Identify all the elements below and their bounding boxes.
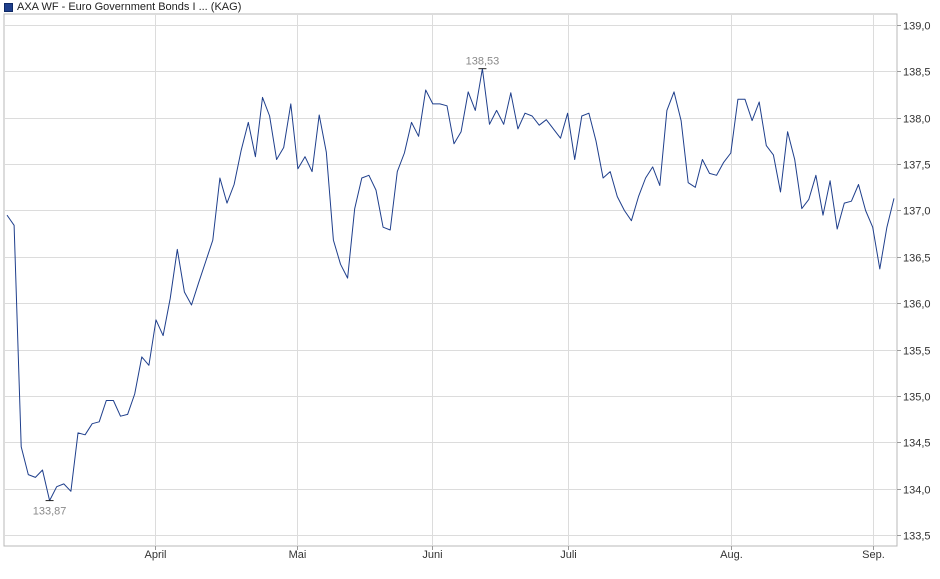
min-label: 133,87 <box>33 506 67 518</box>
y-tick-label: 136,5 <box>903 253 931 265</box>
y-tick-label: 136,0 <box>903 299 931 311</box>
y-tick-label: 137,5 <box>903 160 931 172</box>
x-tick-label: Juli <box>560 549 577 561</box>
y-tick-label: 135,5 <box>903 346 931 358</box>
y-tick-label: 135,0 <box>903 392 931 404</box>
y-tick-label: 138,0 <box>903 114 931 126</box>
legend-swatch <box>4 2 13 12</box>
y-tick-label: 137,0 <box>903 206 931 218</box>
plot-frame <box>3 13 898 547</box>
legend-series-label: AXA WF - Euro Government Bonds I ... (KA… <box>17 1 242 13</box>
y-tick-label: 133,5 <box>903 531 931 543</box>
chart-legend: AXA WF - Euro Government Bonds I ... (KA… <box>4 0 241 14</box>
series-line <box>6 68 895 502</box>
y-tick-label: 139,0 <box>903 21 931 33</box>
x-tick-label: April <box>144 549 166 561</box>
max-label: 138,53 <box>466 56 500 68</box>
y-tick-label: 134,5 <box>903 438 931 450</box>
y-tick-label: 138,5 <box>903 67 931 79</box>
y-tick-label: 134,0 <box>903 485 931 497</box>
x-tick-label: Mai <box>289 549 307 561</box>
x-tick-label: Sep. <box>862 549 885 561</box>
x-tick-label: Juni <box>422 549 442 561</box>
x-tick-label: Aug. <box>720 549 743 561</box>
